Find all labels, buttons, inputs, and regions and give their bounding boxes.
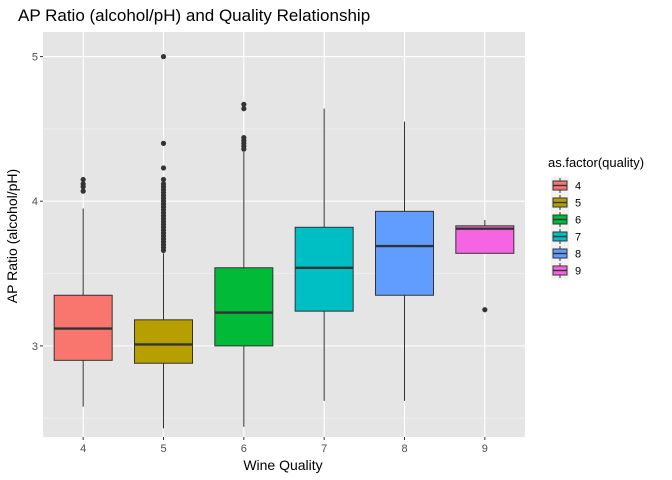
x-axis-title: Wine Quality [243, 457, 322, 473]
y-axis-title: AP Ratio (alcohol/pH) [4, 169, 20, 303]
outlier-point [160, 176, 167, 183]
box-iqr [294, 226, 354, 312]
outlier-point [80, 188, 86, 194]
box-iqr [214, 267, 274, 347]
legend-item-9: 9 [551, 262, 581, 279]
y-axis-ticks: 3 4 5 [32, 52, 43, 353]
legend-item-8: 8 [551, 245, 581, 262]
outlier-point [482, 307, 488, 313]
y-tick-label: 3 [32, 341, 38, 353]
legend-item-4: 4 [551, 177, 581, 194]
outlier-point [160, 140, 167, 146]
legend-label: 7 [575, 232, 581, 244]
plot-panel [43, 32, 525, 437]
box-iqr [134, 319, 193, 364]
x-tick-label: 7 [321, 443, 327, 455]
outlier-point [241, 134, 247, 141]
legend-item-6: 6 [551, 211, 581, 228]
box-quality-7 [294, 108, 354, 401]
y-tick-label: 4 [32, 196, 38, 208]
legend: as.factor(quality) 4 5 6 7 8 9 [548, 155, 644, 279]
box-quality-6 [214, 101, 274, 427]
x-tick-label: 6 [241, 443, 247, 455]
legend-label: 8 [575, 249, 581, 261]
box-quality-9 [455, 220, 515, 313]
box-quality-4 [53, 176, 113, 407]
box-quality-5 [134, 53, 193, 429]
box-series [53, 53, 515, 429]
x-tick-label: 8 [401, 443, 407, 455]
legend-item-7: 7 [551, 228, 581, 245]
outlier-point [160, 53, 167, 60]
legend-label: 9 [575, 266, 581, 278]
outlier-point [80, 181, 86, 187]
outlier-point [241, 101, 247, 107]
outlier-point [160, 165, 167, 171]
x-tick-label: 4 [80, 443, 86, 455]
chart-title: AP Ratio (alcohol/pH) and Quality Relati… [18, 6, 370, 25]
y-tick-label: 5 [32, 52, 38, 64]
box-iqr [375, 210, 434, 296]
box-quality-8 [375, 121, 434, 401]
x-axis-ticks: 4 5 6 7 8 9 [80, 437, 488, 455]
box-iqr [455, 225, 515, 254]
legend-item-5: 5 [551, 194, 581, 211]
x-tick-label: 9 [482, 443, 488, 455]
legend-label: 6 [575, 215, 581, 227]
outlier-point [241, 106, 247, 112]
legend-title: as.factor(quality) [548, 155, 644, 170]
legend-label: 4 [575, 181, 581, 193]
legend-label: 5 [575, 198, 581, 210]
outlier-point [80, 176, 86, 183]
outlier-point [160, 181, 167, 187]
x-tick-label: 5 [160, 443, 166, 455]
